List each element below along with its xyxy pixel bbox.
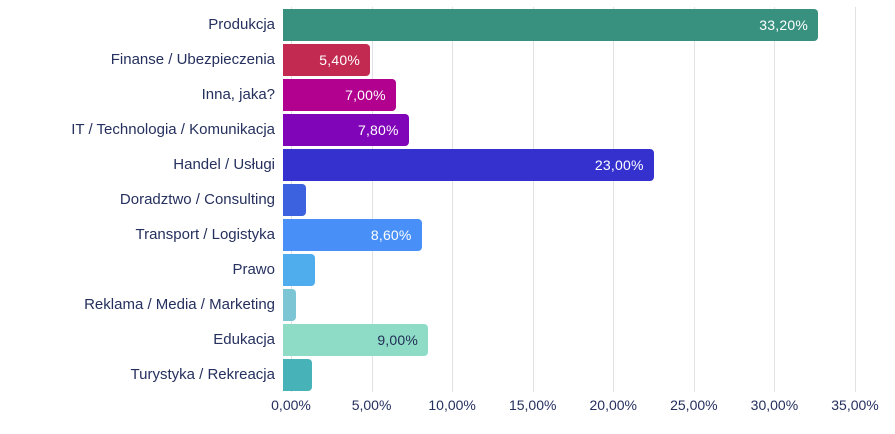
bar[interactable]: 7,80% <box>283 114 409 147</box>
gridline <box>371 7 373 392</box>
bar-value-label: 5,40% <box>319 52 360 69</box>
x-axis: 0,00% 5,00% 10,00% 15,00% 20,00% 25,00% 30,00%… <box>0 397 895 419</box>
gridline <box>693 7 695 392</box>
bar[interactable] <box>283 358 312 391</box>
x-tick-label: 10,00% <box>428 397 476 413</box>
bar[interactable]: 5,40% <box>283 44 370 77</box>
x-tick-label: 30,00% <box>750 397 799 413</box>
x-tick-label: 35,00% <box>831 397 879 413</box>
chart-row: Doradztwo / Consulting <box>0 183 895 218</box>
chart-row: Reklama / Media / Marketing <box>0 287 895 322</box>
category-label: IT / Technologia / Komunikacja <box>71 121 275 139</box>
bar-value-label: 7,00% <box>345 87 386 104</box>
x-tick-label: 0,00% <box>271 397 311 413</box>
gridline <box>854 7 856 392</box>
category-label: Transport / Logistyka <box>135 225 275 243</box>
gridline <box>532 7 534 392</box>
bar[interactable]: 9,00% <box>283 323 429 356</box>
x-tick-label: 15,00% <box>508 397 557 413</box>
chart-row: Prawo <box>0 252 895 287</box>
bar-track: 7,00% <box>283 79 895 112</box>
category-label: Reklama / Media / Marketing <box>84 295 275 313</box>
bar[interactable]: 23,00% <box>283 149 654 182</box>
bar-value-label: 23,00% <box>594 157 644 174</box>
category-label: Handel / Usługi <box>173 156 275 174</box>
x-tick-label: 20,00% <box>589 397 638 413</box>
chart-row: Turystyka / Rekreacja <box>0 357 895 392</box>
chart-row: Handel / Usługi 23,00% <box>0 148 895 183</box>
bar-track: 5,40% <box>283 44 895 77</box>
bar[interactable]: 7,00% <box>283 79 396 112</box>
bar-track: 33,20% <box>283 9 895 42</box>
category-label: Edukacja <box>213 330 275 348</box>
chart-rows: Produkcja 33,20% Finanse / Ubezpieczenia… <box>0 8 895 392</box>
bar-value-label: 9,00% <box>377 331 419 348</box>
bar[interactable]: 33,20% <box>283 9 818 42</box>
category-label: Produkcja <box>208 16 275 34</box>
bar-value-label: 8,60% <box>370 226 412 243</box>
bar-track: 8,60% <box>283 218 895 251</box>
bar-value-label: 7,80% <box>357 122 399 139</box>
gridline <box>774 7 776 392</box>
gridline <box>452 7 454 392</box>
gridline <box>613 7 615 392</box>
category-label: Doradztwo / Consulting <box>119 190 275 208</box>
bar-track <box>283 288 895 321</box>
chart-row: Transport / Logistyka 8,60% <box>0 217 895 252</box>
category-label: Inna, jaka? <box>201 86 275 104</box>
bar-track: 9,00% <box>283 323 895 356</box>
x-tick-label: 5,00% <box>351 397 392 413</box>
category-label: Turystyka / Rekreacja <box>130 365 276 383</box>
bar[interactable] <box>283 253 316 286</box>
bar-track <box>283 358 895 391</box>
bar-track: 23,00% <box>283 149 895 182</box>
category-label: Finanse / Ubezpieczenia <box>110 51 275 69</box>
category-label: Prawo <box>232 260 275 278</box>
chart-row: Edukacja 9,00% <box>0 322 895 357</box>
chart-row: Inna, jaka? 7,00% <box>0 78 895 113</box>
bar[interactable]: 8,60% <box>283 218 422 251</box>
bar-track: 7,80% <box>283 114 895 147</box>
chart-row: Finanse / Ubezpieczenia 5,40% <box>0 43 895 78</box>
bar-track <box>283 183 895 216</box>
bar-value-label: 33,20% <box>759 17 808 34</box>
bar[interactable] <box>283 288 296 321</box>
bar-track <box>283 253 895 286</box>
chart-row: Produkcja 33,20% <box>0 8 895 43</box>
bar[interactable] <box>283 183 306 216</box>
x-tick-label: 25,00% <box>670 397 718 413</box>
chart-row: IT / Technologia / Komunikacja 7,80% <box>0 113 895 148</box>
